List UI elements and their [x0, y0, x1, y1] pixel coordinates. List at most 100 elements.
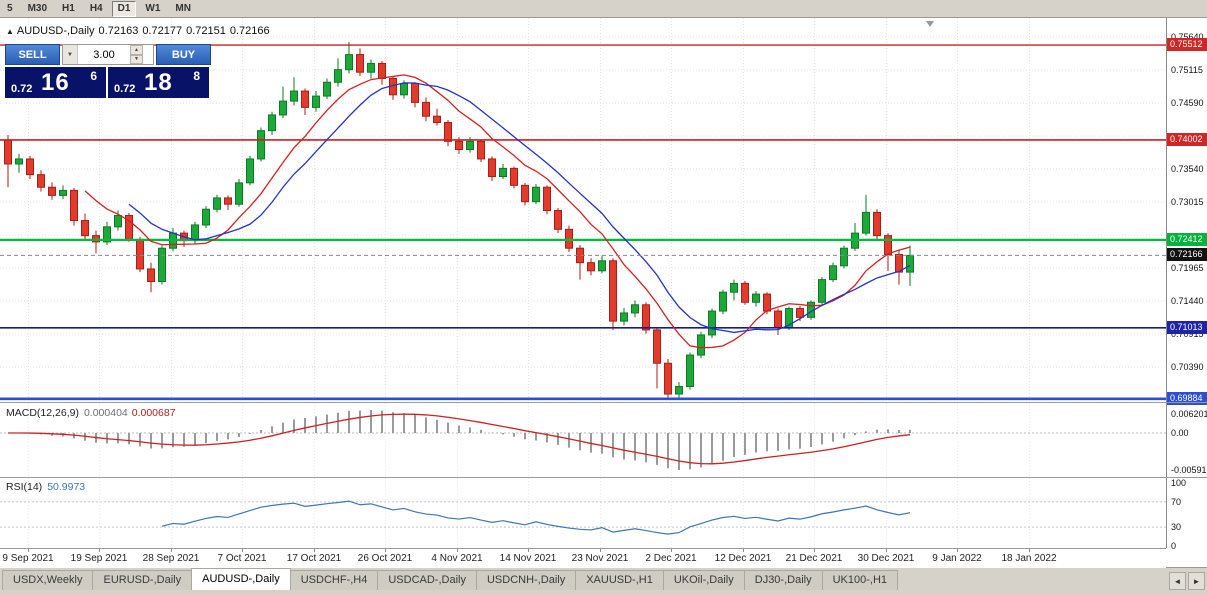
price-scale-label: 0.70390 [1171, 362, 1204, 372]
tab-scroll-controls: ◄ ► [1167, 572, 1207, 590]
one-click-trading-panel: SELL ▼ ▲ ▼ BUY 0.72 16 6 0.72 18 8 [5, 44, 211, 98]
timeframe-button-h1[interactable]: H1 [56, 1, 81, 17]
macd-indicator-panel[interactable] [0, 403, 1166, 477]
timeframe-toolbar: 5 M30 H1 H4 D1 W1 MN [0, 0, 1207, 18]
time-axis-tick [457, 549, 458, 552]
chart-tab-usdcad-daily[interactable]: USDCAD-,Daily [377, 570, 477, 590]
price-scale-label: 0.71440 [1171, 296, 1204, 306]
volume-control: ▼ ▲ ▼ [62, 44, 154, 65]
rsi-indicator-label: RSI(14) 50.9973 [6, 481, 85, 493]
chart-tab-ukoil-daily[interactable]: UKOil-,Daily [662, 570, 745, 590]
sell-button[interactable]: SELL [5, 44, 60, 65]
price-badge: 0.72166 [1167, 248, 1207, 262]
time-axis-label: 9 Jan 2022 [932, 553, 982, 564]
price-scale-label: 0 [1171, 541, 1177, 551]
price-scale-label: 0.70915 [1171, 329, 1204, 339]
macd-grid [28, 403, 1030, 477]
timeframe-button-5[interactable]: 5 [1, 1, 19, 17]
chart-tab-usdcnh-daily[interactable]: USDCNH-,Daily [475, 570, 577, 590]
ask-price-pipette: 8 [193, 69, 200, 83]
chart-quote-line: ▲ AUDUSD-,Daily 0.72163 0.72177 0.72151 0.721… [6, 25, 274, 37]
timeframe-button-d1[interactable]: D1 [111, 0, 137, 17]
rsi-line [161, 500, 911, 535]
time-axis-label: 21 Dec 2021 [785, 553, 843, 564]
sell-price-button[interactable]: 0.72 16 6 [5, 67, 106, 98]
time-axis-tick [814, 549, 815, 552]
macd-main-value: 0.000404 [83, 407, 128, 419]
chart-symbol-label: AUDUSD-,Daily [16, 25, 95, 37]
price-badge: 0.71013 [1167, 320, 1207, 334]
buy-button[interactable]: BUY [156, 44, 211, 65]
price-scale-label: 0.00 [1171, 428, 1189, 439]
bid-price-base: 0.72 [11, 83, 33, 95]
time-axis-tick [314, 549, 315, 552]
volume-dropdown-button[interactable]: ▼ [63, 45, 78, 64]
time-axis-label: 7 Oct 2021 [217, 553, 267, 564]
time-axis-label: 12 Dec 2021 [714, 553, 772, 564]
price-scale-label: 0.006201 [1171, 409, 1207, 419]
time-axis-tick [385, 549, 386, 552]
price-scale-label: 0.74590 [1171, 98, 1204, 108]
timeframe-button-h4[interactable]: H4 [84, 1, 109, 17]
price-badge: 0.69884 [1167, 391, 1207, 405]
symbol-marker-icon: ▲ [6, 27, 14, 36]
time-axis-tick [99, 549, 100, 552]
quote-high: 0.72177 [142, 25, 183, 37]
macd-signal-value: 0.000687 [131, 407, 176, 419]
time-axis-label: 4 Nov 2021 [431, 553, 483, 564]
chart-tab-audusd-daily[interactable]: AUDUSD-,Daily [191, 568, 291, 590]
time-axis-tick [242, 549, 243, 552]
chart-tab-usdx-weekly[interactable]: USDX,Weekly [2, 570, 94, 590]
price-scale-label: 100 [1171, 478, 1187, 488]
price-badge: 0.75512 [1167, 38, 1207, 52]
time-axis-tick [1029, 549, 1030, 552]
time-axis-label: 9 Sep 2021 [2, 553, 54, 564]
main-price-chart[interactable] [0, 18, 1166, 402]
price-scale-label: -0.005917 [1171, 465, 1207, 475]
time-axis-label: 14 Nov 2021 [499, 553, 557, 564]
time-axis-tick [957, 549, 958, 552]
rsi-grid [28, 478, 1030, 548]
time-axis-label: 19 Sep 2021 [70, 553, 128, 564]
volume-input[interactable] [78, 45, 130, 64]
rsi-indicator-panel[interactable] [0, 478, 1166, 548]
time-axis[interactable]: 9 Sep 2021 19 Sep 2021 28 Sep 2021 7 Oct 20… [0, 548, 1166, 568]
price-scale[interactable]: 0.75640 0.75115 0.74590 0.73540 0.73015 0.719… [1166, 18, 1207, 551]
time-axis-label: 26 Oct 2021 [357, 553, 413, 564]
buy-price-button[interactable]: 0.72 18 8 [108, 67, 209, 98]
time-axis-tick [671, 549, 672, 552]
chart-tab-xauusd-h1[interactable]: XAUUSD-,H1 [575, 570, 664, 590]
timeframe-button-m30[interactable]: M30 [22, 1, 53, 17]
tab-scroll-right-button[interactable]: ► [1188, 572, 1205, 590]
price-scale-label: 0.73540 [1171, 164, 1204, 174]
chart-tab-usdchf-h4[interactable]: USDCHF-,H4 [289, 570, 379, 590]
rsi-value: 50.9973 [47, 481, 86, 493]
time-axis-label: 17 Oct 2021 [286, 553, 342, 564]
tab-scroll-left-button[interactable]: ◄ [1169, 572, 1186, 590]
bid-price-pipette: 6 [90, 69, 97, 83]
time-axis-tick [171, 549, 172, 552]
chart-tab-eurusd-daily[interactable]: EURUSD-,Daily [92, 570, 193, 590]
quote-close: 0.72166 [229, 25, 270, 37]
ask-price-big-digits: 18 [144, 69, 173, 96]
time-axis-label: 28 Sep 2021 [142, 553, 200, 564]
price-badge: 0.74002 [1167, 132, 1207, 146]
time-axis-label: 18 Jan 2022 [1001, 553, 1057, 564]
ask-price-base: 0.72 [114, 83, 136, 95]
time-axis-label: 30 Dec 2021 [857, 553, 915, 564]
quote-open: 0.72163 [98, 25, 139, 37]
moving-average-12 [128, 82, 911, 334]
panel-separator[interactable] [0, 402, 1207, 403]
time-axis-label: 23 Nov 2021 [571, 553, 629, 564]
chart-tab-uk100-h1[interactable]: UK100-,H1 [821, 570, 899, 590]
timeframe-button-mn[interactable]: MN [169, 1, 197, 17]
price-scale-label: 0.73015 [1171, 197, 1204, 207]
volume-increase-button[interactable]: ▲ [130, 45, 143, 55]
panel-separator[interactable] [0, 477, 1207, 478]
chart-shift-marker[interactable] [926, 21, 934, 27]
chart-tab-dj30-daily[interactable]: DJ30-,Daily [743, 570, 823, 590]
rsi-name: RSI(14) [6, 481, 43, 493]
volume-decrease-button[interactable]: ▼ [130, 54, 143, 64]
timeframe-button-w1[interactable]: W1 [139, 1, 166, 17]
